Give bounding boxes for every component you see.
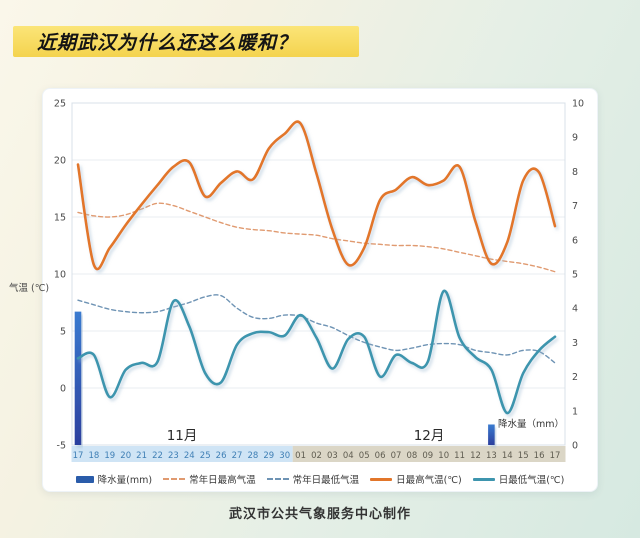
legend-label-normal-max: 常年日最高气温: [189, 475, 256, 486]
chart-legend: 降水量(mm) 常年日最高气温 常年日最低气温 日最高气温(℃) 日最低气温(℃): [42, 470, 598, 488]
chart-panel: [42, 88, 598, 492]
legend-label-precip: 降水量(mm): [97, 475, 153, 486]
title-banner: 近期武汉为什么还这么暖和？: [13, 26, 359, 57]
legend-swatch-daily-max: [370, 477, 393, 481]
footer-credit: 武汉市公共气象服务中心制作: [228, 507, 411, 522]
legend-label-normal-min: 常年日最低气温: [292, 475, 360, 486]
legend-item-daily-max: 日最高气温(℃): [370, 472, 462, 486]
legend-swatch-normal-min: [266, 478, 289, 480]
legend-item-normal-min: 常年日最低气温: [266, 472, 360, 486]
legend-item-normal-max: 常年日最高气温: [163, 472, 256, 486]
legend-swatch-precip: [75, 475, 94, 483]
legend-swatch-normal-max: [163, 478, 186, 480]
legend-item-daily-min: 日最低气温(℃): [472, 472, 565, 486]
legend-label-daily-min: 日最低气温(℃): [498, 475, 565, 486]
legend-item-precip: 降水量(mm): [75, 472, 153, 486]
legend-swatch-daily-min: [472, 477, 495, 481]
page-title: 近期武汉为什么还这么暖和？: [37, 32, 298, 54]
legend-label-daily-max: 日最高气温(℃): [396, 475, 462, 486]
